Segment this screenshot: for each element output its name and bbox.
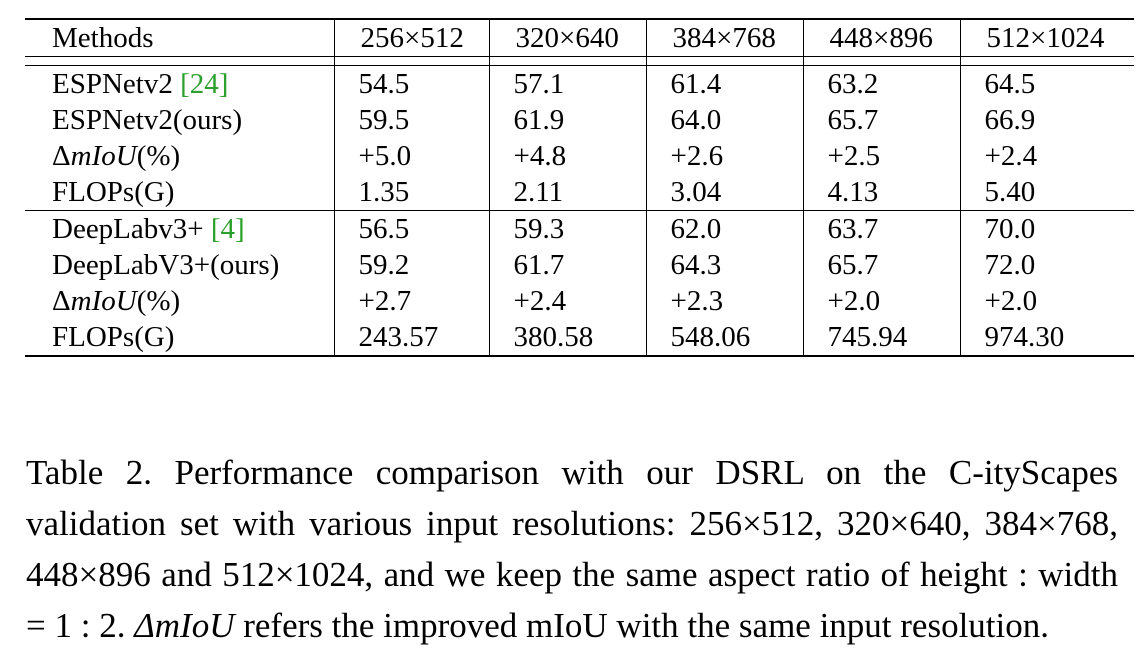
value-cell: 4.13 [803,174,960,211]
method-name: ΔmIoU(%) [52,140,180,172]
table-row: DeepLabv3+ [4] 56.5 59.3 62.0 63.7 70.0 [25,211,1134,248]
header-res-1: 256×512 [334,19,489,57]
table-row: DeepLabV3+(ours) 59.2 61.7 64.3 65.7 72.0 [25,247,1134,283]
value-cell: 63.2 [803,66,960,103]
value-cell: 56.5 [334,211,489,248]
value-cell: 57.1 [489,66,646,103]
value-cell: +2.4 [489,283,646,319]
header-res-4: 448×896 [803,19,960,57]
value-cell: 974.30 [960,319,1134,356]
results-table: Methods 256×512 320×640 384×768 448×896 … [25,18,1134,357]
header-res-5: 512×1024 [960,19,1134,57]
value-cell: 61.4 [646,66,803,103]
table-body: ESPNetv2 [24] 54.5 57.1 61.4 63.2 64.5 ESPNetv… [25,57,1134,357]
header-methods: Methods [25,19,334,57]
table-row: ΔmIoU(%) +2.7 +2.4 +2.3 +2.0 +2.0 [25,283,1134,319]
value-cell: 59.3 [489,211,646,248]
table-header-row: Methods 256×512 320×640 384×768 448×896 … [25,19,1134,57]
value-cell: 72.0 [960,247,1134,283]
method-name: DeepLabv3+ [52,213,211,245]
value-cell: 1.35 [334,174,489,211]
value-cell: +2.4 [960,138,1134,174]
table-row: FLOPs(G) 1.35 2.11 3.04 4.13 5.40 [25,174,1134,211]
value-cell: +4.8 [489,138,646,174]
method-cell: FLOPs(G) [25,319,334,356]
value-cell: 2.11 [489,174,646,211]
method-name: DeepLabV3+(ours) [52,249,279,281]
table-row: ΔmIoU(%) +5.0 +4.8 +2.6 +2.5 +2.4 [25,138,1134,174]
method-cell: ΔmIoU(%) [25,138,334,174]
value-cell: 380.58 [489,319,646,356]
caption-text-2: refers the improved mIoU with the same i… [234,606,1049,645]
value-cell: 243.57 [334,319,489,356]
header-res-2: 320×640 [489,19,646,57]
method-cell: DeepLabv3+ [4] [25,211,334,248]
value-cell: 63.7 [803,211,960,248]
method-cell: FLOPs(G) [25,174,334,211]
value-cell: 66.9 [960,102,1134,138]
value-cell: 54.5 [334,66,489,103]
method-name: ESPNetv2 [52,68,180,100]
header-res-3: 384×768 [646,19,803,57]
value-cell: 64.0 [646,102,803,138]
value-cell: 548.06 [646,319,803,356]
value-cell: 61.9 [489,102,646,138]
value-cell: 5.40 [960,174,1134,211]
value-cell: +2.3 [646,283,803,319]
method-name: FLOPs(G) [52,176,174,208]
value-cell: 65.7 [803,102,960,138]
value-cell: 64.5 [960,66,1134,103]
method-name: ESPNetv2(ours) [52,104,242,136]
method-name: ΔmIoU(%) [52,285,180,317]
value-cell: +2.5 [803,138,960,174]
value-cell: +2.0 [960,283,1134,319]
value-cell: +2.0 [803,283,960,319]
value-cell: 65.7 [803,247,960,283]
citation-link[interactable]: [4] [211,213,245,245]
value-cell: 62.0 [646,211,803,248]
table-row: ESPNetv2 [24] 54.5 57.1 61.4 63.2 64.5 [25,66,1134,103]
value-cell: 59.5 [334,102,489,138]
method-cell: ΔmIoU(%) [25,283,334,319]
table-caption: Table 2. Performance comparison with our… [26,447,1118,651]
table-row: FLOPs(G) 243.57 380.58 548.06 745.94 974.30 [25,319,1134,356]
value-cell: 64.3 [646,247,803,283]
value-cell: +5.0 [334,138,489,174]
method-cell: ESPNetv2(ours) [25,102,334,138]
method-name: FLOPs(G) [52,321,174,353]
value-cell: 61.7 [489,247,646,283]
value-cell: 745.94 [803,319,960,356]
citation-link[interactable]: [24] [180,68,228,100]
value-cell: 3.04 [646,174,803,211]
value-cell: +2.6 [646,138,803,174]
value-cell: 70.0 [960,211,1134,248]
caption-delta-term: ΔmIoU [134,606,234,645]
value-cell: 59.2 [334,247,489,283]
table-row: ESPNetv2(ours) 59.5 61.9 64.0 65.7 66.9 [25,102,1134,138]
double-rule-spacer [25,57,1134,66]
method-cell: ESPNetv2 [24] [25,66,334,103]
value-cell: +2.7 [334,283,489,319]
method-cell: DeepLabV3+(ours) [25,247,334,283]
